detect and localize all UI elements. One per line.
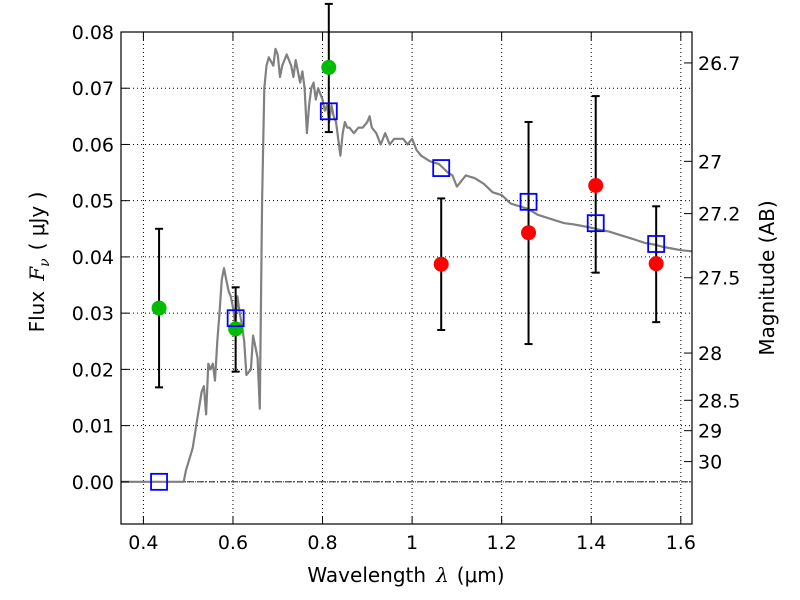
mag-tick-label: 27.5 [698, 268, 740, 290]
flux-point [228, 321, 244, 337]
x-tick-label: 0.8 [307, 532, 337, 554]
x-tick-label: 1.4 [576, 532, 606, 554]
model-band-square [150, 472, 168, 491]
mag-tick-label: 27.2 [698, 204, 740, 226]
flux-point [521, 225, 537, 241]
flux-point [151, 300, 167, 316]
y-tick-label: 0.08 [72, 22, 114, 44]
marker-layer [150, 2, 666, 491]
x-tick-label: 1.2 [487, 532, 517, 554]
y2-axis-title: Magnitude (AB) [755, 200, 779, 355]
mag-tick-label: 26.7 [698, 53, 740, 75]
tick-layer: 0.4 0.6 0.8 1 1.2 1.4 1.6 0.00 0.01 0.02 0.03 0.04 0… [72, 22, 741, 554]
y-tick-label: 0.03 [72, 303, 114, 325]
model-band-square [319, 102, 338, 121]
flux-point [321, 59, 337, 75]
x-axis-title: Wavelength λ (μm) [307, 563, 504, 587]
y-tick-label: 0.05 [72, 191, 114, 213]
y-tick-label: 0.00 [72, 472, 114, 494]
mag-tick-label: 27 [698, 151, 722, 173]
flux-point [588, 178, 604, 194]
y-tick-label: 0.01 [72, 416, 114, 438]
x-tick-label: 0.6 [218, 532, 248, 554]
model-band-square [519, 192, 538, 211]
y-tick-label: 0.07 [72, 78, 114, 100]
x-tick-label: 0.4 [128, 532, 158, 554]
flux-point [433, 256, 449, 272]
x-tick-label: 1.6 [666, 532, 696, 554]
model-band-square [226, 309, 245, 328]
model-band-square [432, 159, 451, 177]
model-band-square [586, 214, 605, 233]
x-tick-label: 1 [406, 532, 418, 554]
mag-tick-label: 28.5 [698, 390, 740, 412]
mag-tick-label: 30 [698, 452, 722, 474]
y-axis-title: FluxFν( μJy ) [25, 192, 53, 333]
mag-tick-label: 28 [698, 343, 722, 365]
flux-point [648, 256, 664, 272]
y-tick-label: 0.04 [72, 247, 114, 269]
y-tick-label: 0.02 [72, 359, 114, 381]
model-band-square [647, 235, 666, 253]
mag-tick-label: 29 [698, 421, 722, 443]
y-tick-label: 0.06 [72, 134, 114, 156]
